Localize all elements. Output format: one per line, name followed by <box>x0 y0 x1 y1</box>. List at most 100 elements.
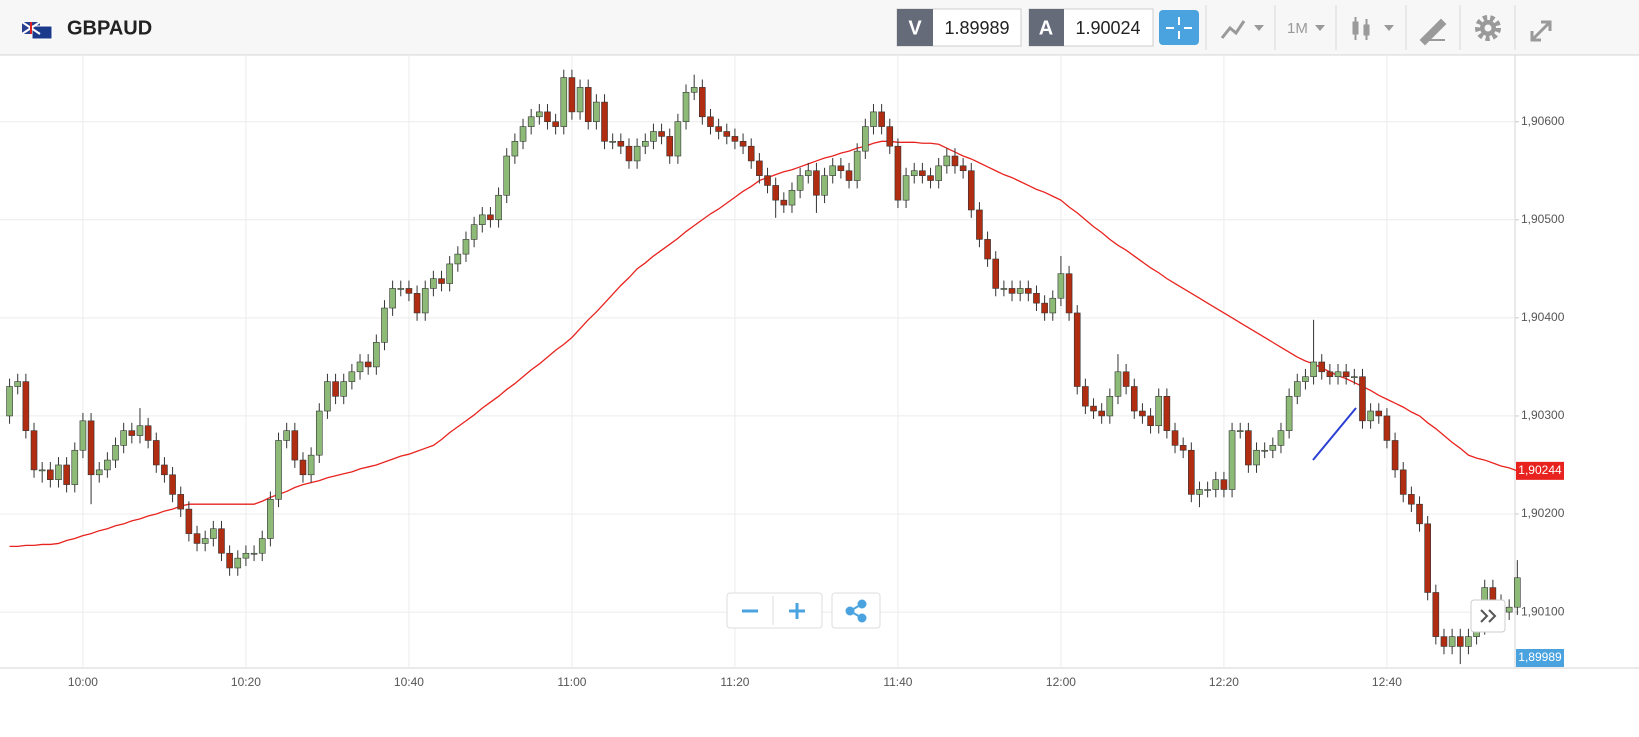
candle-body <box>1049 297 1057 314</box>
candle-body <box>1155 396 1163 427</box>
candle-body <box>886 126 894 147</box>
candles-button[interactable] <box>1352 17 1394 40</box>
candle-body <box>674 121 682 157</box>
candle-body <box>1122 371 1130 387</box>
candle-body <box>478 214 486 225</box>
candle-body <box>1285 396 1293 431</box>
candle-body <box>1188 449 1195 495</box>
x-tick-label: 10:00 <box>68 675 98 689</box>
candle-body <box>747 145 755 162</box>
candle-body <box>967 170 975 211</box>
candle-body <box>666 136 674 157</box>
candle-body <box>1391 440 1399 471</box>
candle-body <box>381 307 388 343</box>
candle-body <box>845 170 853 181</box>
candle-body <box>788 190 796 206</box>
candle-body <box>1310 361 1317 378</box>
candle-body <box>462 239 470 255</box>
bid-box[interactable]: V 1.89989 <box>896 8 1022 47</box>
candle-body <box>536 111 543 118</box>
candle-body <box>723 131 731 137</box>
candle-body <box>177 494 185 510</box>
x-tick-label: 11:40 <box>883 675 912 689</box>
candle-body <box>1057 273 1065 299</box>
y-tick-label: 1,90400 <box>1521 310 1565 324</box>
candle-body <box>14 381 22 387</box>
share-icon <box>845 599 867 623</box>
candle-body <box>6 386 13 417</box>
candle-body <box>837 165 845 172</box>
candle-body <box>756 160 763 176</box>
candle-body <box>250 552 258 555</box>
candle-body <box>1106 396 1114 417</box>
candle-body <box>79 420 87 451</box>
candle-body <box>364 361 372 368</box>
candle-body <box>902 175 910 201</box>
candle-body <box>430 278 437 289</box>
toolbar <box>0 0 1639 55</box>
x-tick-label: 12:40 <box>1372 675 1402 689</box>
candle-body <box>421 288 429 314</box>
symbol: GBPAUD <box>67 17 152 39</box>
candle-body <box>405 288 413 294</box>
candle-body <box>389 288 396 309</box>
y-tick-label: 1,90200 <box>1521 506 1565 520</box>
candle-body <box>617 141 625 147</box>
candle-body <box>63 464 70 485</box>
candle-body <box>136 425 144 436</box>
candle-body <box>1334 371 1342 378</box>
candle-body <box>22 381 30 431</box>
candle-body <box>267 499 274 539</box>
candle-body <box>1456 636 1464 647</box>
candle-body <box>1375 410 1383 417</box>
fullscreen-button[interactable] <box>1530 20 1552 42</box>
candle-body <box>152 440 160 466</box>
candle-body <box>307 454 315 476</box>
crosshair-button[interactable] <box>1159 10 1199 45</box>
ask-label: A <box>1039 17 1053 39</box>
candle-body <box>959 165 967 172</box>
candle-body <box>1359 376 1366 422</box>
candle-body <box>715 126 722 132</box>
share-button[interactable] <box>831 592 881 629</box>
candle-body <box>894 145 902 201</box>
settings-button[interactable] <box>1475 15 1501 41</box>
candle-body <box>625 145 633 162</box>
candle-body <box>1212 479 1220 490</box>
scroll-right-button[interactable] <box>1470 599 1506 633</box>
candle-body <box>1245 430 1252 466</box>
chart-type-button[interactable] <box>1220 20 1264 39</box>
candle-body <box>112 445 119 461</box>
candle-body <box>128 430 136 436</box>
timeframe: 1M <box>1287 20 1308 37</box>
flag <box>21 21 53 40</box>
candle-body <box>1171 430 1179 446</box>
candle-body <box>397 288 405 290</box>
candle-body <box>1204 489 1211 491</box>
candle-body <box>495 194 502 221</box>
ask-box[interactable]: A 1.90024 <box>1028 8 1154 47</box>
candle-body <box>1196 489 1203 495</box>
x-tick-label: 12:20 <box>1209 675 1239 689</box>
candle-body <box>503 155 511 196</box>
timeframe-button[interactable]: 1M <box>1287 20 1325 37</box>
candle-body <box>1465 636 1472 647</box>
zoom-in-button[interactable] <box>789 603 805 619</box>
candle-body <box>552 121 559 127</box>
candle-body <box>438 278 445 284</box>
candle-body <box>283 430 290 441</box>
candle-body <box>682 91 690 122</box>
candle-body <box>739 141 747 147</box>
candle-body <box>1261 449 1268 452</box>
x-tick-label: 10:40 <box>394 675 424 689</box>
candle-body <box>275 440 282 500</box>
candle-body <box>1302 376 1309 382</box>
candle-body <box>707 116 714 127</box>
draw-tools-button[interactable] <box>1419 18 1447 46</box>
candle-body <box>1293 381 1301 397</box>
candle-body <box>1082 386 1089 407</box>
candle-body <box>193 533 201 544</box>
candle-body <box>935 165 942 181</box>
